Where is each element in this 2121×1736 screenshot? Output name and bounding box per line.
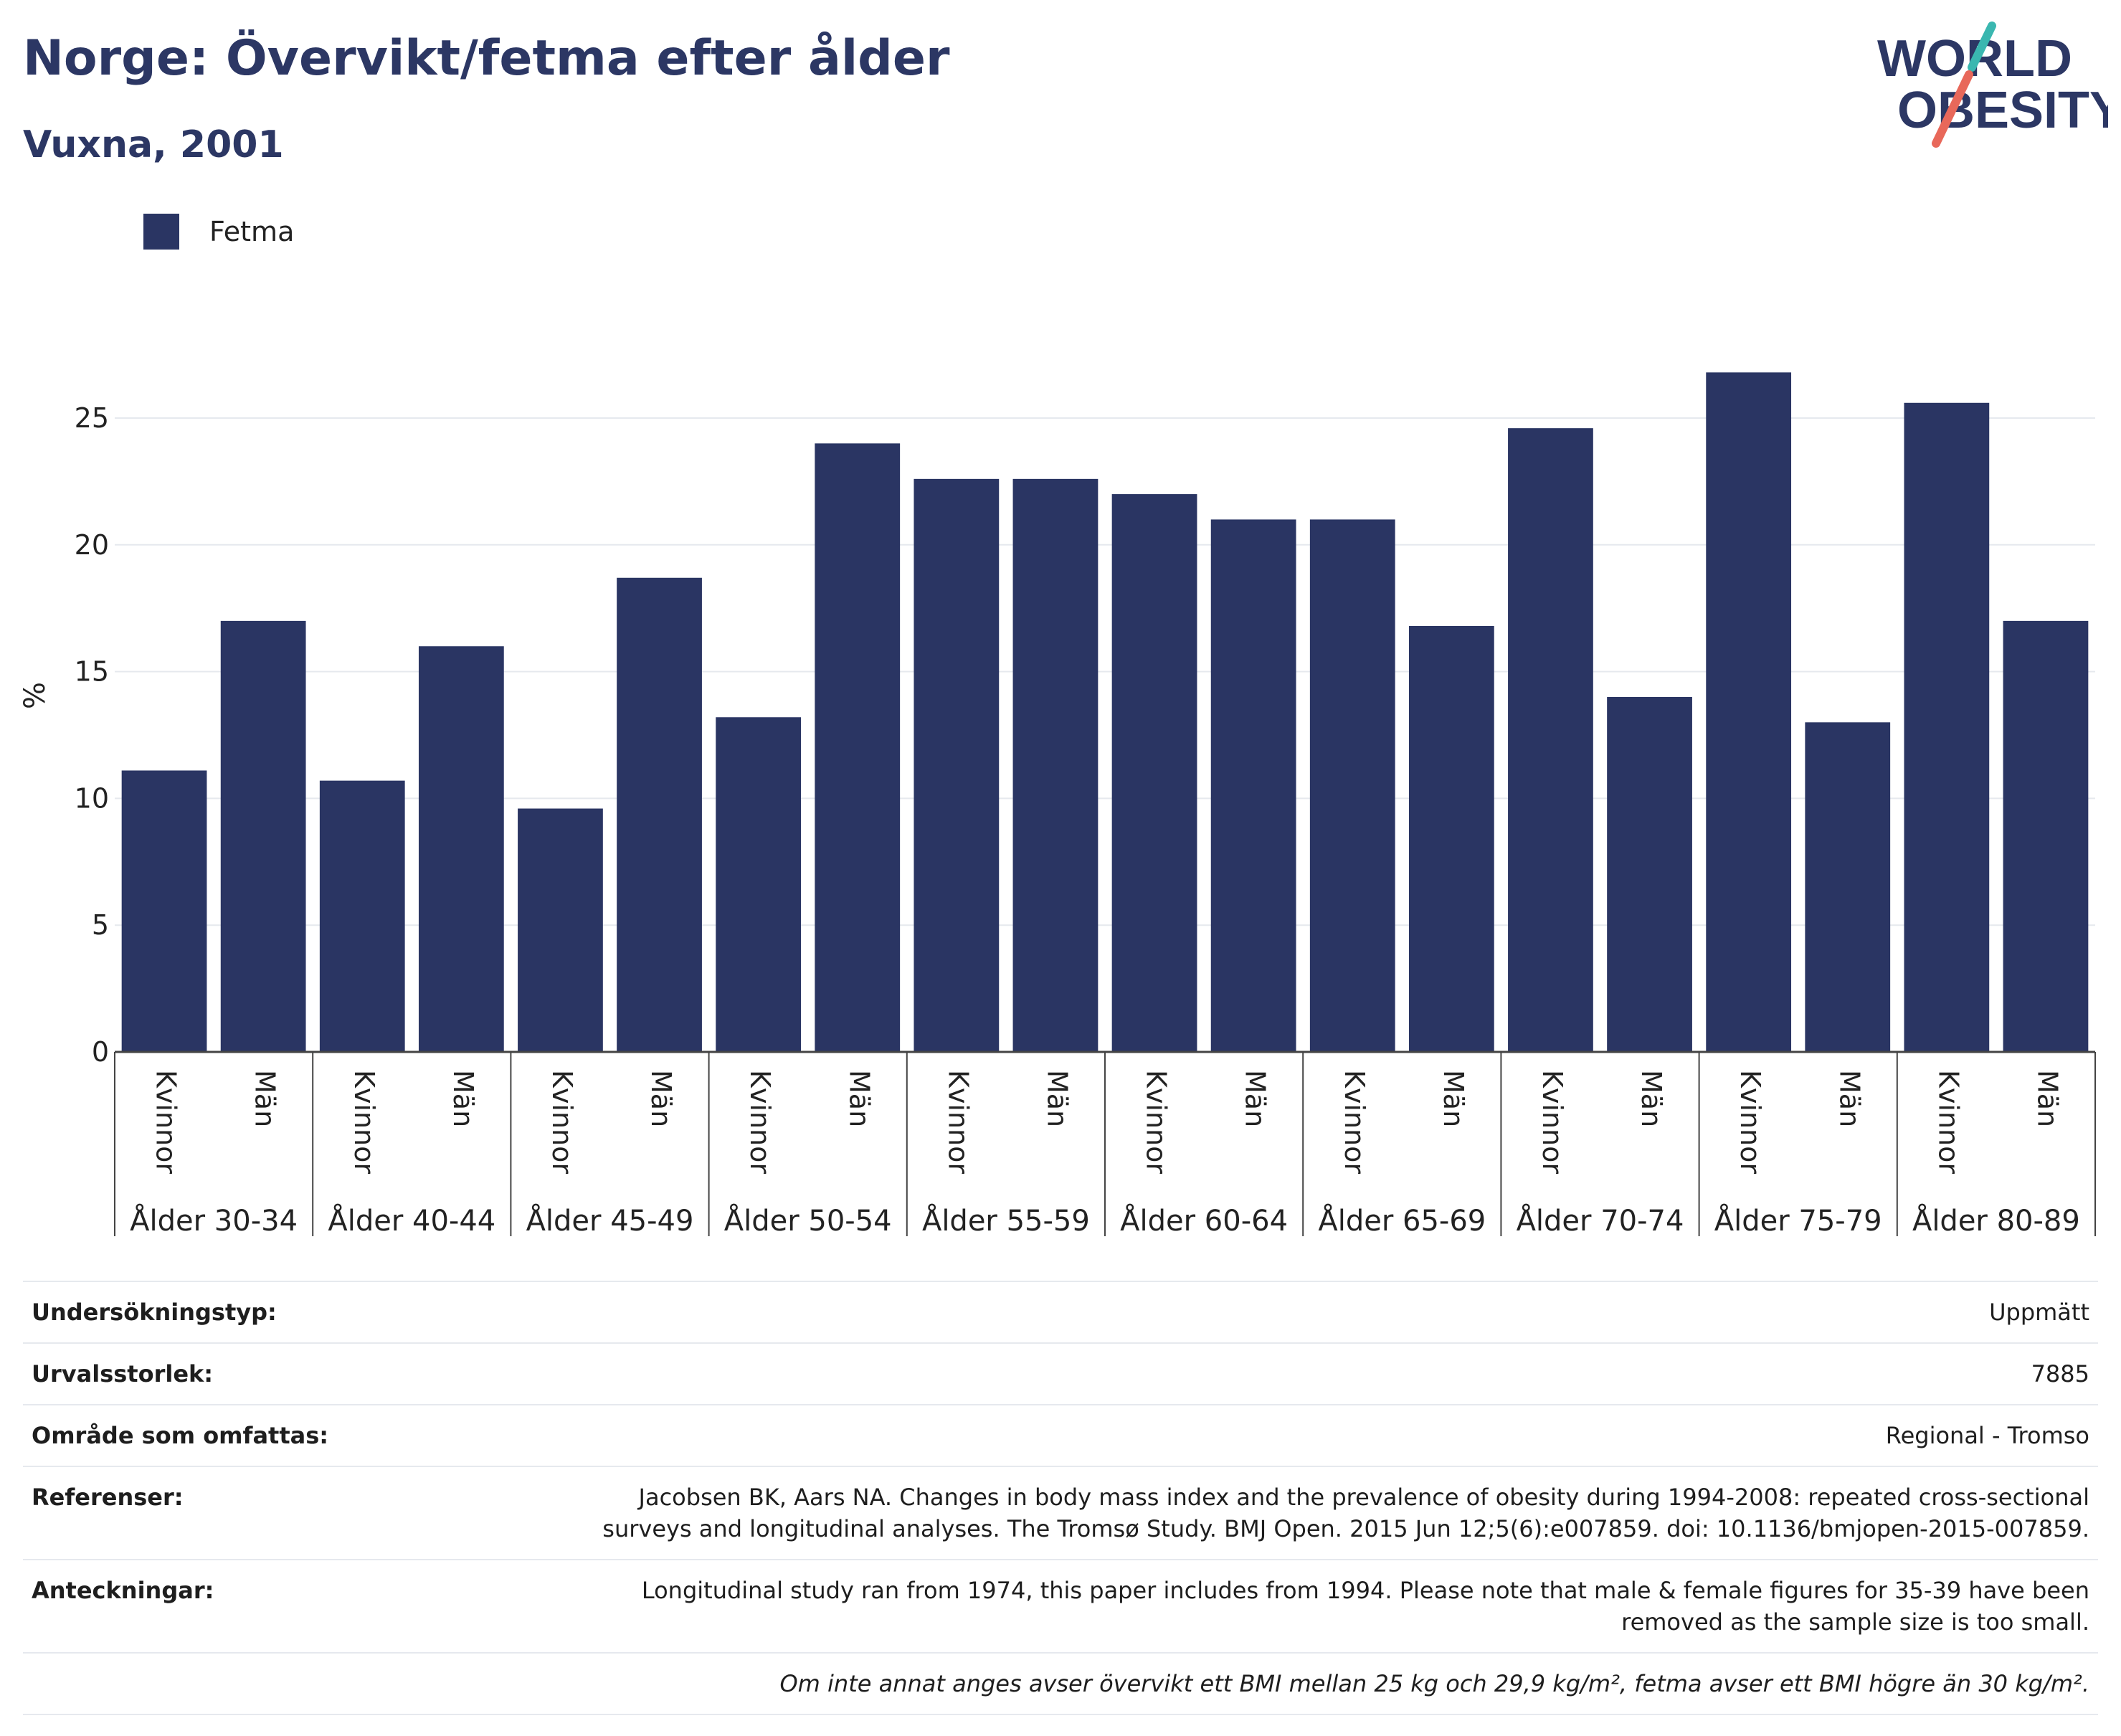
bar	[220, 620, 306, 1052]
x-subcategory-label: Kvinnor	[348, 1070, 380, 1174]
bar	[1706, 372, 1792, 1052]
y-axis-label: %	[19, 682, 52, 709]
bar	[121, 770, 207, 1052]
world-obesity-logo: WORLD OBESITY	[1877, 22, 2108, 148]
bar-chart: 0 5 10 15 20 25 Kvinnor Män Ålder 30-34 Kvinnor M…	[19, 372, 2096, 1238]
x-group-label: Ålder 80-89	[1912, 1203, 2080, 1238]
meta-key: Område som omfattas:	[32, 1422, 329, 1449]
x-subcategory-label: Män	[447, 1070, 479, 1127]
meta-key: Urvalsstorlek:	[32, 1360, 214, 1388]
x-axis: Kvinnor Män Ålder 30-34 Kvinnor Män Ålder 40-…	[114, 1050, 2096, 1238]
chart-title: Norge: Övervikt/fetma efter ålder	[23, 30, 950, 87]
meta-row-area: Område som omfattas: Regional - Tromso	[23, 1404, 2098, 1466]
x-subcategory-label: Män	[1438, 1070, 1469, 1127]
logo-slash-teal	[1968, 22, 1996, 72]
x-subcategory-label: Män	[1240, 1070, 1271, 1127]
x-subcategory-label: Män	[1041, 1070, 1073, 1127]
x-subcategory-label: Kvinnor	[942, 1070, 974, 1174]
meta-key: Anteckningar:	[32, 1577, 214, 1604]
bar	[1508, 428, 1593, 1052]
bar	[2003, 620, 2089, 1052]
x-subcategory-label: Män	[843, 1070, 875, 1127]
bars	[121, 372, 2089, 1052]
bar	[518, 808, 603, 1052]
x-subcategory-label: Män	[2031, 1070, 2063, 1127]
x-subcategory-label: Kvinnor	[1537, 1070, 1568, 1174]
bar	[1012, 478, 1099, 1052]
gridlines	[115, 417, 2095, 926]
y-tick-label: 0	[92, 1036, 109, 1068]
x-group-label: Ålder 55-59	[922, 1203, 1090, 1238]
x-subcategory-label: Kvinnor	[1141, 1070, 1172, 1174]
metadata-table: Undersökningstyp: Uppmätt Urvalsstorlek:…	[23, 1281, 2098, 1715]
x-subcategory-label: Män	[645, 1070, 677, 1127]
logo-word-obesity: OBESITY	[1897, 82, 2108, 139]
bar	[1805, 722, 1891, 1052]
meta-value: 7885	[2031, 1360, 2089, 1388]
bar	[716, 717, 802, 1052]
chart-subtitle: Vuxna, 2001	[23, 123, 284, 166]
meta-value: Regional - Tromso	[1885, 1422, 2089, 1449]
y-tick-label: 5	[92, 909, 109, 941]
meta-key: Referenser:	[32, 1484, 184, 1511]
x-group-label: Ålder 45-49	[526, 1203, 694, 1238]
x-subcategory-label: Män	[250, 1070, 281, 1127]
bar	[418, 646, 504, 1052]
legend-swatch-fetma	[143, 214, 179, 250]
x-group-label: Ålder 30-34	[130, 1203, 298, 1238]
x-subcategory-label: Kvinnor	[1932, 1070, 1964, 1174]
meta-value: Jacobsen BK, Aars NA. Changes in body ma…	[602, 1484, 2089, 1542]
x-subcategory-label: Kvinnor	[744, 1070, 776, 1174]
meta-row-sample-size: Urvalsstorlek: 7885	[23, 1342, 2098, 1404]
x-group-label: Ålder 50-54	[724, 1203, 892, 1238]
meta-value: Uppmätt	[1989, 1299, 2089, 1326]
y-tick-label: 25	[75, 402, 109, 434]
chart-legend: Fetma	[143, 214, 294, 250]
y-tick-label: 20	[75, 529, 109, 561]
x-group-label: Ålder 70-74	[1517, 1203, 1684, 1238]
x-group-label: Ålder 60-64	[1120, 1203, 1288, 1238]
meta-value: Longitudinal study ran from 1974, this p…	[641, 1577, 2089, 1636]
x-subcategory-label: Kvinnor	[546, 1070, 578, 1174]
bar	[914, 478, 1000, 1052]
x-group-label: Ålder 75-79	[1714, 1203, 1882, 1238]
x-group-label: Ålder 40-44	[328, 1203, 495, 1238]
meta-key: Undersökningstyp:	[32, 1299, 277, 1326]
bar	[1309, 519, 1395, 1052]
y-axis: 0 5 10 15 20 25	[75, 402, 109, 1068]
meta-row-notes: Anteckningar: Longitudinal study ran fro…	[23, 1559, 2098, 1652]
bar	[617, 577, 702, 1052]
legend-label-fetma: Fetma	[209, 216, 295, 247]
bar	[1904, 402, 1990, 1052]
bar	[319, 780, 405, 1052]
bar	[815, 443, 901, 1052]
x-subcategory-label: Män	[1636, 1070, 1667, 1127]
x-subcategory-label: Kvinnor	[151, 1070, 182, 1174]
x-subcategory-label: Kvinnor	[1339, 1070, 1370, 1174]
bar	[1607, 696, 1692, 1052]
bar	[1408, 625, 1494, 1052]
y-tick-label: 15	[75, 656, 109, 688]
x-subcategory-label: Kvinnor	[1735, 1070, 1766, 1174]
bmi-definition-note: Om inte annat anges avser övervikt ett B…	[23, 1652, 2098, 1715]
y-tick-label: 10	[75, 782, 109, 814]
bar	[1111, 494, 1197, 1052]
x-group-label: Ålder 65-69	[1318, 1203, 1486, 1238]
logo-slash-coral	[1932, 70, 1973, 148]
x-subcategory-label: Män	[1833, 1070, 1865, 1127]
meta-row-survey-type: Undersökningstyp: Uppmätt	[23, 1281, 2098, 1342]
meta-row-references: Referenser: Jacobsen BK, Aars NA. Change…	[23, 1466, 2098, 1559]
bar	[1210, 519, 1296, 1052]
